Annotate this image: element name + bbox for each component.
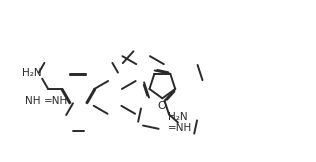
Text: H₂N: H₂N bbox=[22, 68, 41, 78]
Text: H₂N: H₂N bbox=[168, 112, 188, 122]
Text: NH: NH bbox=[25, 96, 40, 106]
Text: =NH: =NH bbox=[168, 123, 192, 133]
Text: O: O bbox=[157, 101, 166, 111]
Text: =NH: =NH bbox=[44, 96, 68, 106]
